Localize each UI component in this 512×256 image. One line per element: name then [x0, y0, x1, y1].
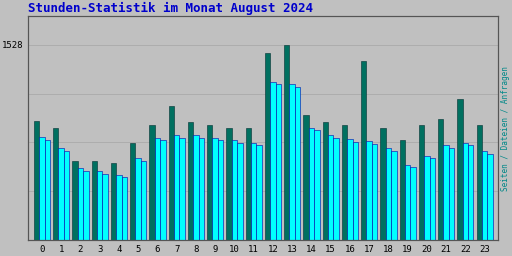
- Bar: [424, 156, 430, 240]
- Bar: [130, 143, 136, 240]
- Bar: [39, 136, 45, 240]
- Bar: [237, 143, 243, 240]
- Bar: [111, 163, 116, 240]
- Bar: [226, 127, 232, 240]
- Bar: [92, 161, 97, 240]
- Bar: [367, 141, 372, 240]
- Bar: [257, 145, 262, 240]
- Bar: [141, 161, 146, 240]
- Bar: [155, 138, 160, 240]
- Bar: [361, 61, 367, 240]
- Bar: [275, 84, 281, 240]
- Bar: [97, 171, 102, 240]
- Bar: [64, 151, 69, 240]
- Bar: [410, 167, 416, 240]
- Bar: [218, 140, 223, 240]
- Bar: [270, 81, 275, 240]
- Bar: [78, 168, 83, 240]
- Bar: [232, 140, 237, 240]
- Bar: [122, 177, 127, 240]
- Bar: [438, 119, 443, 240]
- Bar: [347, 139, 353, 240]
- Bar: [309, 127, 314, 240]
- Bar: [399, 140, 405, 240]
- Bar: [150, 125, 155, 240]
- Bar: [246, 127, 251, 240]
- Bar: [53, 127, 58, 240]
- Bar: [457, 99, 463, 240]
- Bar: [160, 140, 165, 240]
- Bar: [303, 115, 309, 240]
- Bar: [333, 138, 339, 240]
- Bar: [34, 121, 39, 240]
- Bar: [72, 161, 78, 240]
- Bar: [487, 154, 493, 240]
- Bar: [251, 143, 257, 240]
- Bar: [468, 145, 474, 240]
- Bar: [342, 125, 347, 240]
- Bar: [372, 144, 377, 240]
- Bar: [430, 158, 435, 240]
- Bar: [58, 148, 64, 240]
- Bar: [477, 125, 482, 240]
- Bar: [212, 138, 218, 240]
- Bar: [289, 84, 295, 240]
- Bar: [188, 122, 193, 240]
- Bar: [116, 175, 122, 240]
- Bar: [463, 143, 468, 240]
- Bar: [314, 130, 319, 240]
- Bar: [295, 87, 300, 240]
- Bar: [482, 151, 487, 240]
- Y-axis label: Seiten / Dateien / Anfragen: Seiten / Dateien / Anfragen: [501, 66, 510, 191]
- Bar: [179, 138, 185, 240]
- Bar: [386, 148, 391, 240]
- Bar: [449, 148, 454, 240]
- Bar: [419, 125, 424, 240]
- Bar: [83, 171, 89, 240]
- Bar: [207, 125, 212, 240]
- Bar: [265, 54, 270, 240]
- Bar: [102, 174, 108, 240]
- Bar: [323, 122, 328, 240]
- Bar: [405, 165, 410, 240]
- Bar: [136, 158, 141, 240]
- Bar: [168, 106, 174, 240]
- Bar: [193, 135, 199, 240]
- Bar: [45, 140, 50, 240]
- Bar: [328, 135, 333, 240]
- Bar: [353, 142, 358, 240]
- Bar: [174, 135, 179, 240]
- Bar: [391, 151, 396, 240]
- Text: Stunden-Statistik im Monat August 2024: Stunden-Statistik im Monat August 2024: [29, 2, 313, 15]
- Bar: [380, 127, 386, 240]
- Bar: [284, 45, 289, 240]
- Bar: [443, 145, 449, 240]
- Bar: [199, 138, 204, 240]
